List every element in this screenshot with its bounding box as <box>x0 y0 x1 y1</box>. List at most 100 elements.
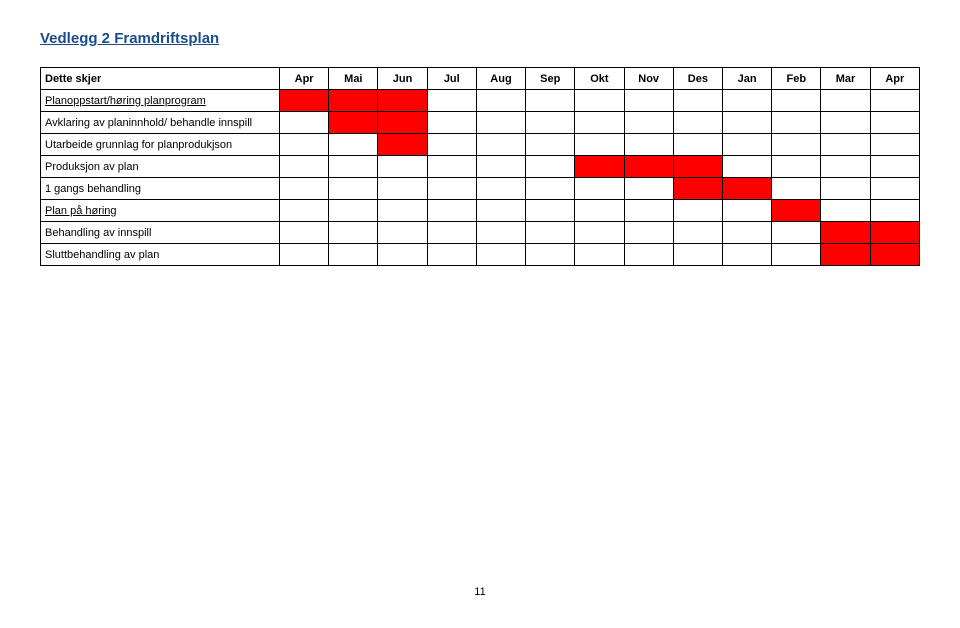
gantt-cell-empty <box>476 90 525 112</box>
gantt-cell-empty <box>476 178 525 200</box>
gantt-cell-filled <box>329 90 378 112</box>
month-header: Aug <box>476 68 525 90</box>
gantt-cell-filled <box>378 112 427 134</box>
gantt-cell-empty <box>427 222 476 244</box>
gantt-cell-filled <box>772 200 821 222</box>
gantt-cell-empty <box>526 90 575 112</box>
month-header: Okt <box>575 68 624 90</box>
gantt-cell-filled <box>821 222 870 244</box>
gantt-cell-empty <box>624 244 673 266</box>
gantt-cell-empty <box>526 222 575 244</box>
gantt-cell-filled <box>378 90 427 112</box>
gantt-cell-empty <box>427 134 476 156</box>
month-header: Mar <box>821 68 870 90</box>
gantt-cell-empty <box>575 222 624 244</box>
gantt-cell-empty <box>673 134 722 156</box>
month-header: Jul <box>427 68 476 90</box>
gantt-cell-empty <box>575 90 624 112</box>
gantt-body: Planoppstart/høring planprogramAvklaring… <box>41 90 920 266</box>
gantt-cell-empty <box>870 156 919 178</box>
gantt-cell-empty <box>280 244 329 266</box>
gantt-cell-empty <box>378 200 427 222</box>
gantt-cell-empty <box>673 200 722 222</box>
page-number: 11 <box>40 586 920 598</box>
gantt-cell-empty <box>772 90 821 112</box>
gantt-row: Avklaring av planinnhold/ behandle innsp… <box>41 112 920 134</box>
gantt-cell-empty <box>427 112 476 134</box>
gantt-cell-empty <box>772 222 821 244</box>
gantt-cell-empty <box>821 90 870 112</box>
gantt-row: 1 gangs behandling <box>41 178 920 200</box>
month-header: Jun <box>378 68 427 90</box>
gantt-cell-empty <box>870 112 919 134</box>
gantt-cell-filled <box>673 178 722 200</box>
gantt-cell-empty <box>772 134 821 156</box>
gantt-cell-empty <box>427 200 476 222</box>
gantt-cell-empty <box>526 200 575 222</box>
gantt-cell-empty <box>722 200 771 222</box>
gantt-cell-empty <box>329 200 378 222</box>
gantt-cell-empty <box>575 244 624 266</box>
gantt-cell-empty <box>329 222 378 244</box>
gantt-cell-empty <box>329 244 378 266</box>
month-header: Feb <box>772 68 821 90</box>
gantt-row: Sluttbehandling av plan <box>41 244 920 266</box>
gantt-cell-empty <box>575 178 624 200</box>
gantt-table: Dette skjer AprMaiJunJulAugSepOktNovDesJ… <box>40 67 920 266</box>
gantt-cell-empty <box>673 90 722 112</box>
gantt-cell-filled <box>624 156 673 178</box>
gantt-header-row: Dette skjer AprMaiJunJulAugSepOktNovDesJ… <box>41 68 920 90</box>
gantt-cell-filled <box>378 134 427 156</box>
gantt-cell-empty <box>624 178 673 200</box>
gantt-cell-filled <box>673 156 722 178</box>
gantt-cell-empty <box>722 112 771 134</box>
gantt-cell-empty <box>673 112 722 134</box>
gantt-cell-empty <box>772 156 821 178</box>
row-label: Utarbeide grunnlag for planprodukjson <box>41 134 280 156</box>
gantt-cell-empty <box>722 244 771 266</box>
month-header: Apr <box>870 68 919 90</box>
gantt-cell-empty <box>870 200 919 222</box>
gantt-cell-empty <box>772 178 821 200</box>
gantt-cell-empty <box>526 244 575 266</box>
gantt-cell-empty <box>624 222 673 244</box>
month-header: Sep <box>526 68 575 90</box>
gantt-row: Utarbeide grunnlag for planprodukjson <box>41 134 920 156</box>
gantt-cell-empty <box>722 156 771 178</box>
page-title: Vedlegg 2 Framdriftsplan <box>40 30 920 47</box>
gantt-cell-empty <box>476 134 525 156</box>
gantt-row: Planoppstart/høring planprogram <box>41 90 920 112</box>
gantt-cell-empty <box>526 156 575 178</box>
month-header: Des <box>673 68 722 90</box>
gantt-cell-empty <box>280 178 329 200</box>
month-header: Apr <box>280 68 329 90</box>
gantt-cell-empty <box>476 200 525 222</box>
gantt-cell-empty <box>673 222 722 244</box>
gantt-cell-empty <box>280 222 329 244</box>
gantt-cell-empty <box>526 178 575 200</box>
gantt-cell-empty <box>821 112 870 134</box>
gantt-cell-empty <box>378 222 427 244</box>
gantt-cell-empty <box>821 134 870 156</box>
gantt-cell-empty <box>821 178 870 200</box>
gantt-cell-empty <box>575 200 624 222</box>
row-label: Plan på høring <box>41 200 280 222</box>
row-label: Avklaring av planinnhold/ behandle innsp… <box>41 112 280 134</box>
gantt-cell-empty <box>476 222 525 244</box>
gantt-cell-empty <box>476 112 525 134</box>
gantt-cell-filled <box>870 244 919 266</box>
gantt-cell-empty <box>575 134 624 156</box>
row-label: Planoppstart/høring planprogram <box>41 90 280 112</box>
gantt-cell-empty <box>427 90 476 112</box>
gantt-cell-empty <box>280 134 329 156</box>
gantt-cell-filled <box>870 222 919 244</box>
gantt-cell-empty <box>624 112 673 134</box>
gantt-cell-empty <box>870 134 919 156</box>
gantt-cell-empty <box>575 112 624 134</box>
gantt-cell-empty <box>329 178 378 200</box>
gantt-cell-empty <box>378 244 427 266</box>
gantt-cell-empty <box>722 90 771 112</box>
gantt-cell-filled <box>575 156 624 178</box>
gantt-cell-filled <box>280 90 329 112</box>
gantt-cell-empty <box>624 134 673 156</box>
